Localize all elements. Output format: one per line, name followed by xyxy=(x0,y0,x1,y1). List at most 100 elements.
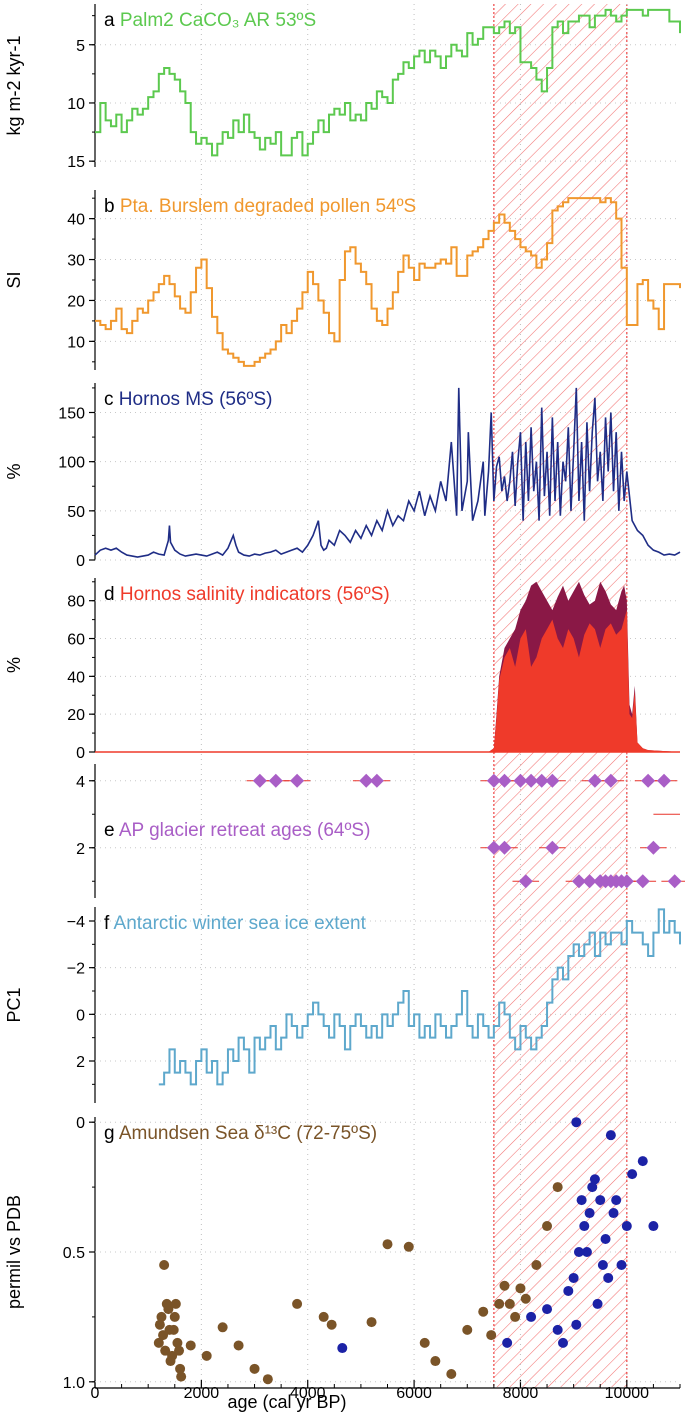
data-point-brown xyxy=(478,1306,489,1317)
series-line-b xyxy=(95,197,681,367)
data-point-blue xyxy=(563,1285,574,1296)
panel-title-g: g Amundsen Sea δ¹³C (72-75ºS) xyxy=(104,1123,377,1144)
y-axis-label-a: kg m-2 kyr-1 xyxy=(4,35,24,135)
data-point-brown xyxy=(494,1298,505,1309)
panel-title-text-e: e AP glacier retreat ages (64ºS) xyxy=(104,820,370,841)
data-point-brown xyxy=(170,1298,181,1309)
data-point-brown xyxy=(159,1259,170,1270)
data-point-blue xyxy=(600,1234,611,1245)
y-axis-label-g: permil vs PDB xyxy=(4,1195,24,1309)
data-point-brown xyxy=(403,1241,414,1252)
data-point-brown xyxy=(169,1311,180,1322)
data-point-blue xyxy=(605,1130,616,1141)
y-tick-label-d: 0 xyxy=(76,745,85,762)
panel-title-f: f Antarctic winter sea ice extent xyxy=(104,913,367,934)
data-point-brown xyxy=(446,1369,457,1380)
panel-title: AP glacier retreat ages (64ºS) xyxy=(119,820,371,841)
y-tick-label-c: 100 xyxy=(58,455,85,472)
data-point-brown xyxy=(233,1340,244,1351)
data-point-blue xyxy=(542,1304,553,1315)
retreat-age-marker xyxy=(603,773,618,788)
y-tick-label-c: 50 xyxy=(67,504,85,521)
panel-title-d: d Hornos salinity indicators (56ºS) xyxy=(104,584,390,605)
retreat-age-marker xyxy=(268,773,283,788)
x-tick-label: 0 xyxy=(91,1385,100,1402)
data-point-blue xyxy=(587,1182,598,1193)
data-point-blue xyxy=(571,1117,582,1128)
x-tick-label: 8000 xyxy=(503,1385,539,1402)
panel-title-text-a: a Palm2 CaCO₃ AR 53ºS xyxy=(104,10,316,31)
labels: age (cal yr BP) a Palm2 CaCO₃ AR 53ºS b P… xyxy=(104,10,416,1412)
x-tick-label: 10000 xyxy=(605,1385,650,1402)
panel-title-text-f: f Antarctic winter sea ice extent xyxy=(104,913,367,934)
data-point-brown xyxy=(326,1319,337,1330)
y-tick-label-d: 40 xyxy=(67,669,85,686)
y-tick-label-b: 20 xyxy=(67,293,85,310)
retreat-age-marker xyxy=(252,773,267,788)
data-point-blue xyxy=(603,1272,614,1283)
panel-title: Antarctic winter sea ice extent xyxy=(114,913,367,934)
data-point-brown xyxy=(163,1304,174,1315)
retreat-age-marker xyxy=(513,773,528,788)
y-tick-label-b: 30 xyxy=(67,253,85,270)
data-point-brown xyxy=(156,1311,167,1322)
data-point-brown xyxy=(318,1311,329,1322)
data-point-brown xyxy=(515,1283,526,1294)
y-tick-label-f: 0 xyxy=(76,1007,85,1024)
y-tick-label-e: 2 xyxy=(76,841,85,858)
retreat-age-marker xyxy=(571,874,586,889)
y-tick-label-g: 1.0 xyxy=(63,1375,85,1392)
data-point-brown xyxy=(174,1345,185,1356)
data-point-blue xyxy=(552,1324,563,1335)
data-point-blue xyxy=(581,1247,592,1257)
y-tick-label-f: −2 xyxy=(67,961,85,978)
data-point-brown xyxy=(165,1356,176,1367)
panel-title-e: e AP glacier retreat ages (64ºS) xyxy=(104,820,370,841)
retreat-age-marker xyxy=(290,773,305,788)
y-tick-label-d: 80 xyxy=(67,594,85,611)
series-line-a xyxy=(95,8,681,157)
y-tick-label-d: 20 xyxy=(67,707,85,724)
panel-letter: f xyxy=(104,913,114,934)
panel-title: Pta. Burslem degraded pollen 54ºS xyxy=(120,196,416,217)
data-point-brown xyxy=(176,1371,187,1382)
data-point-brown xyxy=(419,1337,430,1348)
data-point-blue xyxy=(576,1195,587,1206)
retreat-age-marker xyxy=(518,874,533,889)
data-point-brown xyxy=(382,1239,393,1250)
data-point-brown xyxy=(158,1330,169,1341)
panel-title: Hornos salinity indicators (56ºS) xyxy=(120,584,390,605)
panel-title-text-g: g Amundsen Sea δ¹³C (72-75ºS) xyxy=(104,1123,377,1144)
y-axis-label-d: % xyxy=(4,657,24,673)
data-point-blue xyxy=(568,1272,579,1283)
retreat-age-marker xyxy=(657,773,672,788)
data-point-brown xyxy=(499,1280,510,1291)
x-tick-label: 4000 xyxy=(290,1385,326,1402)
y-tick-label-e: 4 xyxy=(76,774,85,791)
panel-title: Palm2 CaCO₃ AR 53ºS xyxy=(120,10,316,31)
data-point-brown xyxy=(168,1324,179,1335)
panel-title: Hornos MS (56ºS) xyxy=(119,389,273,410)
data-point-blue xyxy=(579,1221,590,1232)
retreat-age-marker xyxy=(619,874,634,889)
retreat-age-marker xyxy=(497,773,512,788)
panel-title: Amundsen Sea δ¹³C (72-75ºS) xyxy=(119,1123,377,1144)
panel-letter: d xyxy=(104,584,120,605)
y-tick-label-b: 10 xyxy=(67,334,85,351)
data-point-brown xyxy=(542,1221,553,1232)
retreat-age-marker xyxy=(646,840,661,855)
y-tick-label-f: −4 xyxy=(67,914,85,931)
retreat-age-marker xyxy=(545,840,560,855)
data-point-blue xyxy=(616,1259,627,1270)
data-point-brown xyxy=(185,1340,196,1351)
data-point-blue xyxy=(627,1169,638,1180)
data-point-brown xyxy=(292,1298,303,1309)
retreat-age-marker xyxy=(486,773,501,788)
data-point-brown xyxy=(153,1337,164,1348)
data-point-blue xyxy=(637,1156,648,1167)
data-point-blue xyxy=(337,1343,348,1354)
retreat-age-marker xyxy=(545,773,560,788)
data-point-blue xyxy=(621,1221,632,1232)
retreat-age-marker xyxy=(369,773,384,788)
